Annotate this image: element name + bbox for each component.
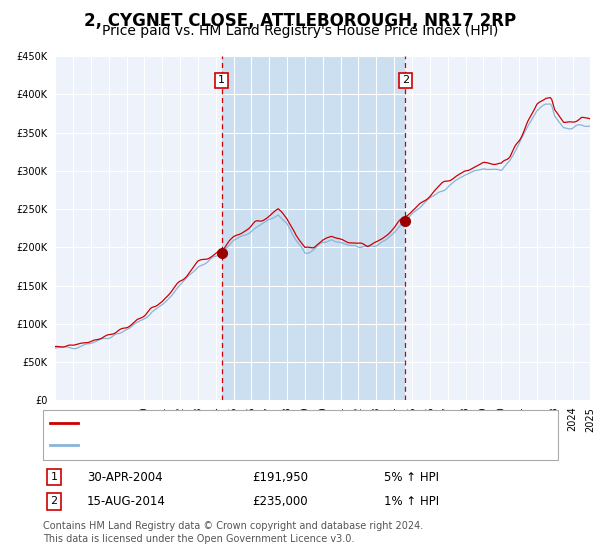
- Text: 2: 2: [401, 76, 409, 86]
- Text: 1% ↑ HPI: 1% ↑ HPI: [384, 494, 439, 508]
- Text: 2, CYGNET CLOSE, ATTLEBOROUGH, NR17 2RP (detached house): 2, CYGNET CLOSE, ATTLEBOROUGH, NR17 2RP …: [84, 416, 466, 430]
- Text: 1: 1: [218, 76, 225, 86]
- Text: 2, CYGNET CLOSE, ATTLEBOROUGH, NR17 2RP: 2, CYGNET CLOSE, ATTLEBOROUGH, NR17 2RP: [84, 12, 516, 30]
- Text: 15-AUG-2014: 15-AUG-2014: [87, 494, 166, 508]
- Text: This data is licensed under the Open Government Licence v3.0.: This data is licensed under the Open Gov…: [43, 534, 355, 544]
- Text: HPI: Average price, detached house, Breckland: HPI: Average price, detached house, Brec…: [84, 438, 361, 452]
- Text: 30-APR-2004: 30-APR-2004: [87, 470, 163, 484]
- Text: 1: 1: [50, 472, 58, 482]
- Bar: [221, 56, 405, 400]
- Text: 2: 2: [50, 496, 58, 506]
- Text: £235,000: £235,000: [252, 494, 308, 508]
- Text: 5% ↑ HPI: 5% ↑ HPI: [384, 470, 439, 484]
- Text: Price paid vs. HM Land Registry's House Price Index (HPI): Price paid vs. HM Land Registry's House …: [102, 24, 498, 38]
- Text: Contains HM Land Registry data © Crown copyright and database right 2024.: Contains HM Land Registry data © Crown c…: [43, 521, 424, 531]
- Text: £191,950: £191,950: [252, 470, 308, 484]
